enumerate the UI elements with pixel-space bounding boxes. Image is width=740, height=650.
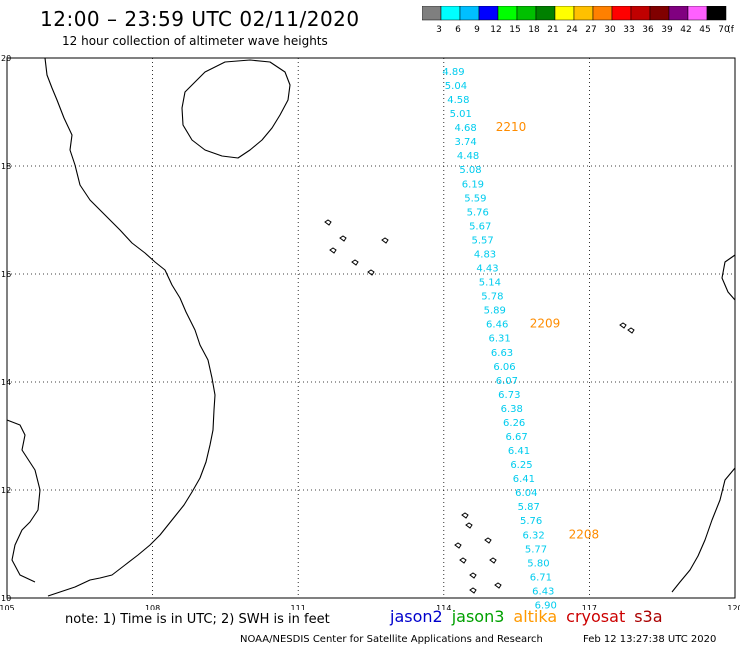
colorbar-label: 45 [699, 25, 710, 35]
pass-time-label: 2209 [530, 317, 561, 331]
colorbar-label: 15 [509, 25, 520, 35]
y-tick-label: 14 [1, 378, 11, 387]
y-tick-label: 10 [1, 594, 11, 603]
x-tick-label: 111 [291, 604, 306, 610]
pass-time-label: 2208 [569, 527, 600, 541]
satellite-legend: jason2 jason3 altika cryosat s3a [390, 607, 672, 626]
colorbar-label: 24 [566, 25, 578, 35]
map-title: 12:00 – 23:59 UTC 02/11/2020 [40, 7, 360, 31]
x-tick-label: 117 [582, 604, 597, 610]
wave-height-value: 4.58 [447, 95, 469, 106]
wave-height-value: 6.73 [498, 390, 520, 401]
colorbar-label: 21 [547, 25, 558, 35]
wave-height-value: 6.90 [535, 600, 557, 610]
colorbar-label: 39 [661, 25, 673, 35]
coastline-west [6, 419, 41, 583]
legend-item-jason3: jason3 [451, 607, 505, 626]
wave-height-value: 5.08 [459, 165, 481, 176]
pass-time-label: 2210 [496, 120, 527, 134]
legend-item-jason2: jason2 [390, 607, 443, 626]
wave-height-value: 5.67 [469, 221, 491, 232]
wave-height-value: 5.04 [445, 81, 467, 92]
reef-islands [324, 219, 635, 594]
x-tick-label: 120 [727, 604, 740, 610]
map-grid [7, 58, 735, 598]
wave-height-value: 5.78 [481, 292, 503, 303]
x-tick-label: 114 [436, 604, 451, 610]
map-frame [6, 57, 736, 599]
map-subtitle: 12 hour collection of altimeter wave hei… [62, 34, 328, 48]
colorbar-label: 12 [490, 25, 501, 35]
wave-height-value: 6.19 [462, 179, 484, 190]
y-tick-label: 12 [1, 486, 11, 495]
wave-height-value: 6.04 [515, 488, 537, 499]
wave-height-value: 6.31 [488, 334, 510, 345]
coastline-palawan [671, 467, 736, 593]
colorbar-label: 6 [455, 25, 461, 35]
x-tick-label: 105 [0, 604, 15, 610]
colorbar-label: 18 [528, 25, 540, 35]
wave-height-value: 5.57 [471, 235, 493, 246]
colorbar-label: 27 [585, 25, 596, 35]
wave-height-value: 6.25 [510, 460, 532, 471]
wave-height-value: 5.01 [450, 109, 472, 120]
wave-height-value: 6.07 [496, 376, 518, 387]
y-tick-label: 16 [1, 270, 11, 279]
wave-height-value: 6.67 [505, 432, 527, 443]
wave-height-value: 6.32 [522, 530, 544, 541]
wave-height-value: 6.26 [503, 418, 525, 429]
colorbar-swatch [706, 6, 727, 21]
colorbar-label: 30 [604, 25, 616, 35]
colorbar-label: 36 [642, 25, 654, 35]
legend-item-s3a: s3a [634, 607, 663, 626]
legend-item-altika: altika [513, 607, 558, 626]
wave-height-value: 6.46 [486, 320, 508, 331]
colorbar-label: 42 [680, 25, 691, 35]
x-tick-label: 108 [145, 604, 160, 610]
wave-height-value: 3.74 [455, 137, 477, 148]
colorbar-label: (ft) [727, 25, 734, 35]
legend-item-cryosat: cryosat [566, 607, 626, 626]
wave-height-value: 6.41 [508, 446, 530, 457]
wave-height-value: 6.38 [501, 404, 523, 415]
wave-height-value: 4.83 [474, 249, 496, 260]
colorbar-label: 33 [623, 25, 634, 35]
wave-height-value: 4.48 [457, 151, 479, 162]
coastline-hainan [181, 59, 291, 159]
coastline-vietnam [44, 57, 216, 597]
wave-height-value: 6.06 [493, 362, 515, 373]
wave-height-value: 5.59 [464, 193, 486, 204]
altimeter-map: 105 108 111 114 117 120 20 18 16 14 12 10 4.89 5.04 4.… [0, 54, 740, 610]
wave-height-value: 6.43 [532, 586, 554, 597]
wave-height-value: 5.14 [479, 278, 501, 289]
wave-height-value: 5.76 [520, 516, 542, 527]
wave-height-value: 6.41 [513, 474, 535, 485]
wave-height-value: 5.77 [525, 544, 547, 555]
y-tick-label: 18 [1, 162, 11, 171]
credit-text: NOAA/NESDIS Center for Satellite Applica… [240, 634, 543, 645]
footer-note: note: 1) Time is in UTC; 2) SWH is in fe… [65, 612, 330, 627]
wave-height-value: 5.76 [467, 207, 489, 218]
wave-height-value: 6.63 [491, 348, 513, 359]
wave-height-value: 4.43 [476, 264, 498, 275]
credit-timestamp: Feb 12 13:27:38 UTC 2020 [583, 634, 717, 645]
colorbar-label: 70 [718, 25, 730, 35]
wave-height-value: 4.89 [442, 67, 464, 78]
wave-height-value: 4.68 [455, 123, 477, 134]
wave-height-value: 5.89 [484, 306, 506, 317]
wave-height-value: 5.87 [518, 502, 540, 513]
coastline-luzon [721, 254, 736, 301]
wave-height-value: 6.71 [530, 572, 552, 583]
colorbar-label: 3 [436, 25, 442, 35]
y-tick-label: 20 [1, 54, 11, 63]
colorbar-label: 9 [474, 25, 480, 35]
wave-height-value: 5.80 [527, 558, 549, 569]
